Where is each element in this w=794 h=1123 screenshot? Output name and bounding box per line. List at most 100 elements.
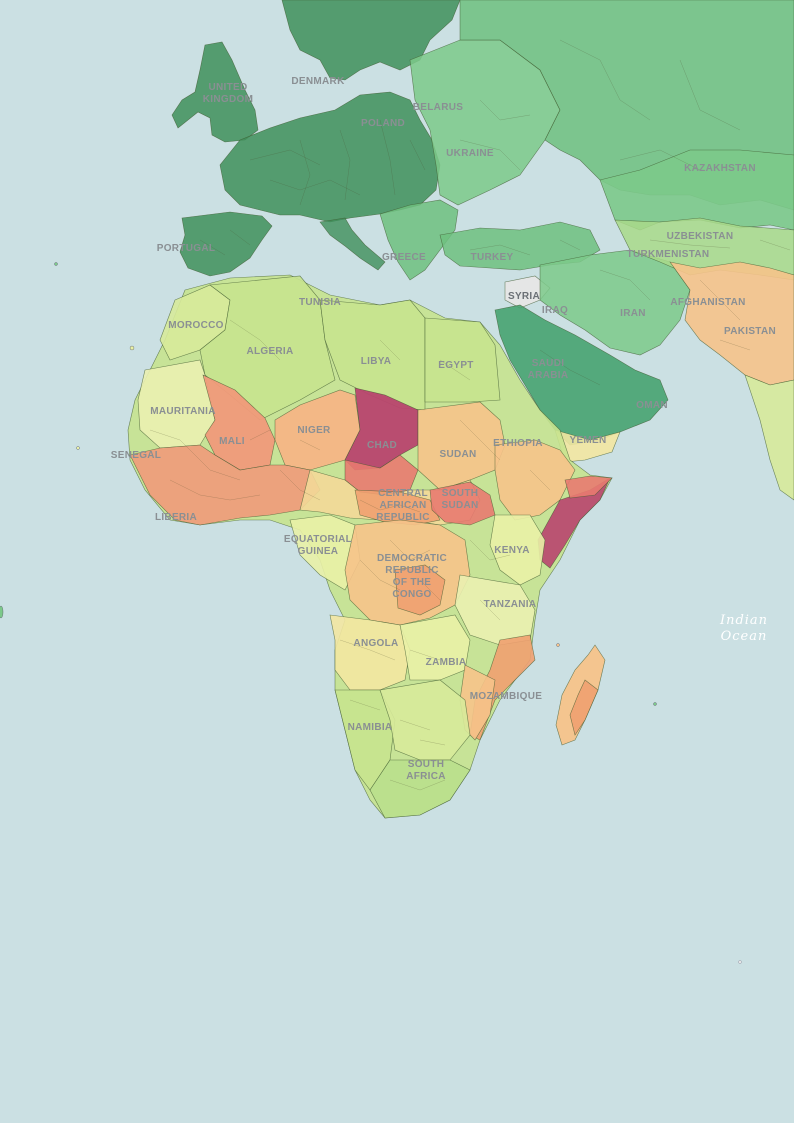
country-label-afghanistan: AFGHANISTAN [670,297,745,308]
country-label-line: PORTUGAL [157,243,216,254]
europe-region [171,0,794,281]
country-label-line: UNITED [208,82,247,93]
region-egypt [424,317,501,403]
country-label-line: KAZAKHSTAN [684,163,756,174]
country-label-central-african-republic: CENTRAL AFRICAN REPUBLIC [376,488,430,523]
island-comoros [556,643,560,647]
region-india [744,374,794,501]
country-label-equatorial-guinea: EQUATORIAL GUINEA [284,534,352,557]
country-label-mali: MALI [219,436,245,447]
island-kerguelen [738,960,742,964]
country-label-line: TANZANIA [484,599,537,610]
country-label-line: GREECE [382,252,426,263]
country-label-line: KENYA [494,545,530,556]
admin-boundaries [149,39,791,791]
country-label-line: YEMEN [569,435,606,446]
ocean-label-line: Indian [719,613,768,628]
country-label-uzbekistan: UZBEKISTAN [667,231,734,242]
country-label-line: TURKEY [471,252,514,263]
country-label-line: LIBERIA [155,512,197,523]
country-label-line: MAURITANIA [150,406,216,417]
ocean-label-line: Ocean [721,629,768,644]
island-madeira [54,262,58,266]
region-zambia [399,614,471,681]
country-label-turkey: TURKEY [471,252,514,263]
country-label-zambia: ZAMBIA [426,657,467,668]
country-label-line: AFGHANISTAN [670,297,745,308]
country-label-chad: CHAD [367,440,397,451]
admin-lines-europe [199,39,741,256]
country-label-line: SUDAN [439,449,476,460]
country-label-egypt: EGYPT [438,360,473,371]
region-somalia-north [564,475,613,499]
country-label-line: PAKISTAN [724,326,776,337]
ocean-label-indian-ocean: Indian Ocean [719,613,768,644]
country-label-denmark: DENMARK [291,76,345,87]
country-label-ethiopia: ETHIOPIA [493,438,543,449]
region-drc-east [394,564,446,616]
country-label-iran: IRAN [620,308,646,319]
country-label-south-sudan: SOUTH SUDAN [441,488,478,511]
country-label-line: EQUATORIAL [284,534,352,545]
region-south-sudan [429,481,496,526]
country-label-greece: GREECE [382,252,426,263]
country-label-tunisia: TUNISIA [299,297,341,308]
country-label-line: ZAMBIA [426,657,467,668]
country-label-line: GUINEA [298,546,339,557]
country-label-oman: OMAN [636,400,668,411]
country-label-morocco: MOROCCO [168,320,223,331]
country-label-turkmenistan: TURKMENISTAN [627,249,710,260]
country-label-line: NAMIBIA [348,722,393,733]
country-label-line: ALGERIA [246,346,293,357]
country-label-line: SUDAN [441,500,478,511]
country-label-tanzania: TANZANIA [484,599,537,610]
country-label-united-kingdom: UNITED KINGDOM [203,82,253,105]
region-balkans [379,199,459,281]
island-atlantic-left [0,605,4,619]
country-label-line: TURKMENISTAN [627,249,710,260]
country-label-south-africa: SOUTH AFRICA [406,759,446,782]
admin-lines-africa [149,319,551,791]
country-label-line: SAUDI [532,358,565,369]
island-cape-verde [76,446,80,450]
country-label-line: TUNISIA [299,297,341,308]
country-label-line: AFRICAN [379,500,426,511]
country-label-saudi-arabia: SAUDI ARABIA [528,358,569,381]
country-label-line: CONGO [392,589,431,600]
country-label-algeria: ALGERIA [246,346,293,357]
country-label-poland: POLAND [361,118,405,129]
country-label-angola: ANGOLA [353,638,398,649]
region-ethiopia [494,439,576,521]
country-label-line: LIBYA [361,356,392,367]
country-label-line: ANGOLA [353,638,398,649]
region-madagascar-east [569,679,599,736]
country-label-line: UKRAINE [446,148,494,159]
country-label-senegal: SENEGAL [111,450,161,461]
country-label-line: KINGDOM [203,94,253,105]
country-label-line: MOZAMBIQUE [470,691,542,702]
country-label-democratic-republic-of-the-congo: DEMOCRATIC REPUBLIC OF THE CONGO [377,553,447,600]
region-car [354,489,441,526]
country-label-line: IRAQ [542,305,568,316]
island-mauritius [653,702,657,706]
country-label-line: SOUTH [408,759,445,770]
region-mauritania [137,359,216,449]
middle-east-region [439,217,794,501]
country-label-ukraine: UKRAINE [446,148,494,159]
island-canaries [129,345,135,351]
country-label-line: SOUTH [442,488,479,499]
country-label-line: SENEGAL [111,450,161,461]
country-label-line: OMAN [636,400,668,411]
country-label-line: SYRIA [508,291,540,302]
country-label-liberia: LIBERIA [155,512,197,523]
country-label-line: DEMOCRATIC [377,553,447,564]
region-south-africa [369,759,471,819]
country-label-yemen: YEMEN [569,435,606,446]
country-label-line: AFRICA [406,771,446,782]
region-kenya [489,514,546,586]
country-label-line: ARABIA [528,370,569,381]
country-label-line: DENMARK [291,76,345,87]
country-label-line: ETHIOPIA [493,438,543,449]
country-label-belarus: BELARUS [413,102,463,113]
